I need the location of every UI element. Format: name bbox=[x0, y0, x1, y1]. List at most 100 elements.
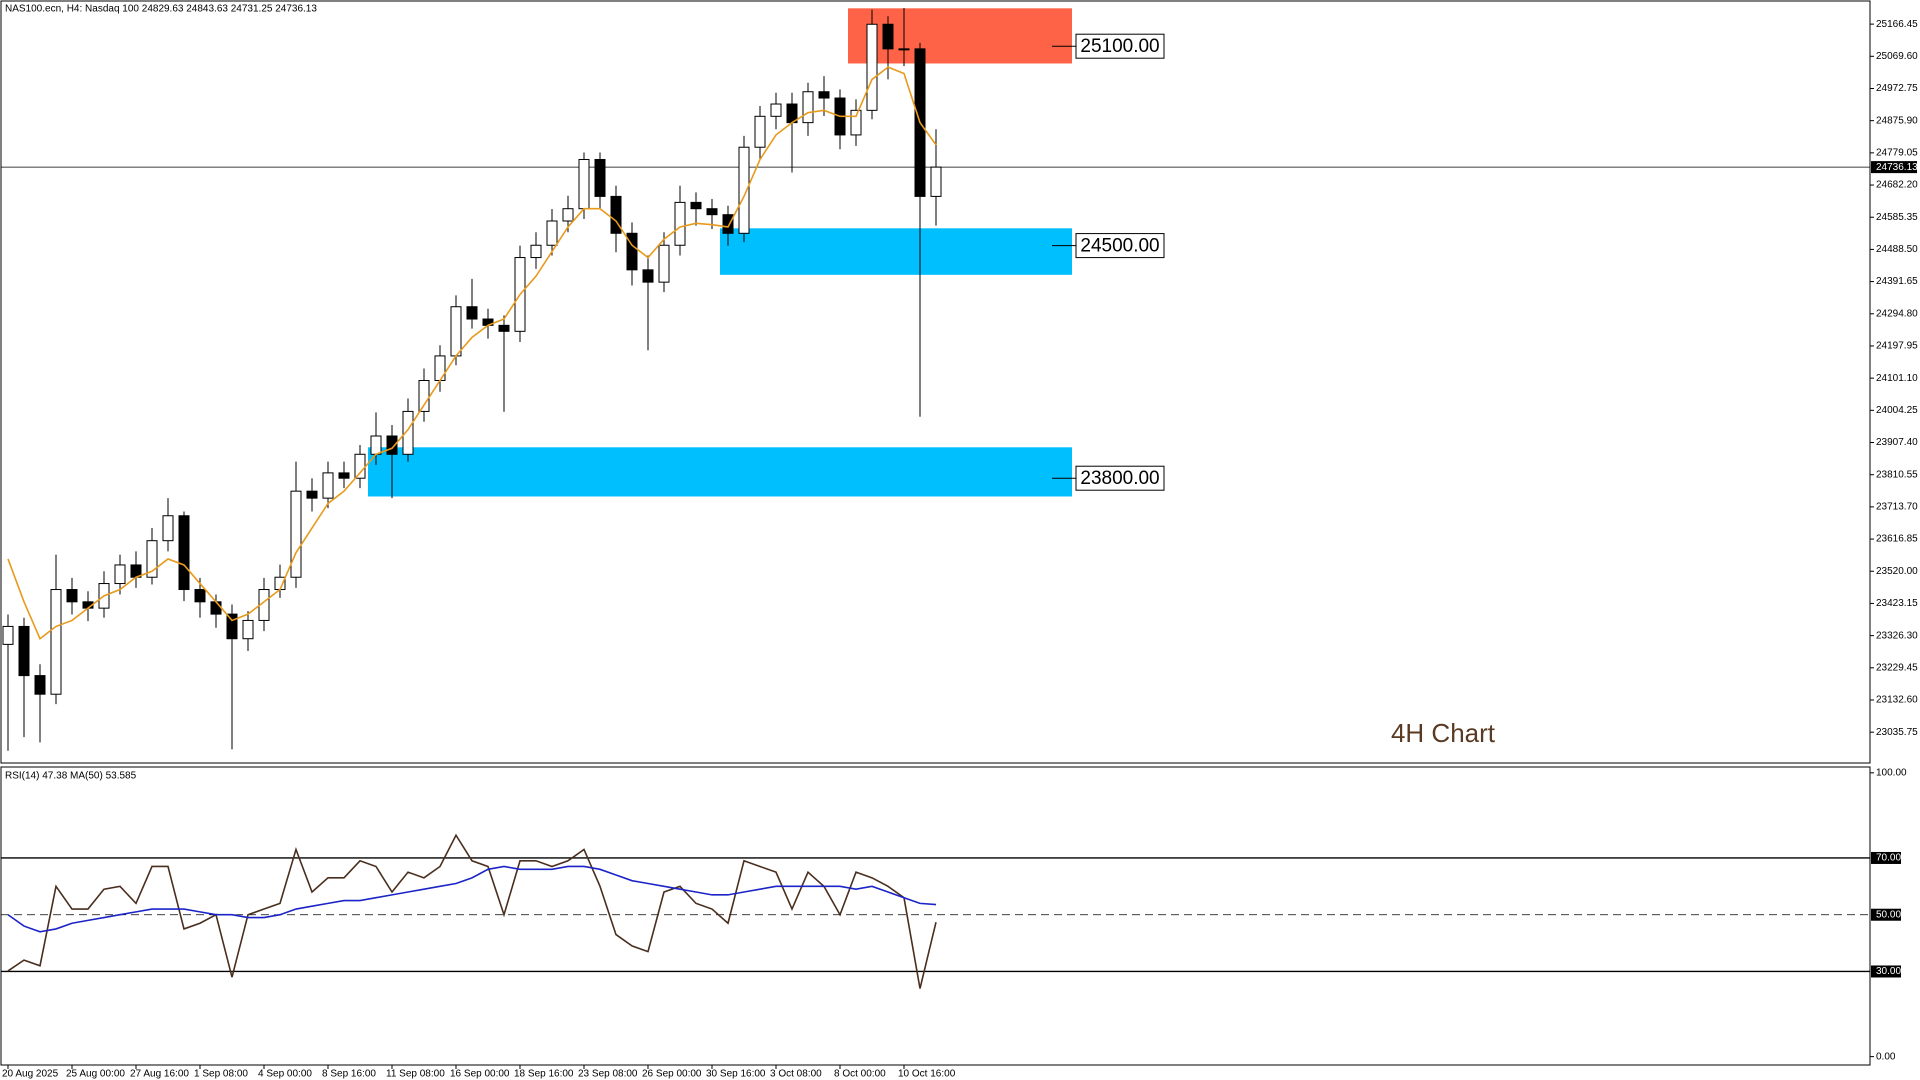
candle-body bbox=[162, 515, 174, 542]
candle-body bbox=[226, 613, 238, 640]
level-label-box bbox=[1871, 851, 1901, 864]
annotation: 4H Chart bbox=[1391, 718, 1496, 748]
candle-body bbox=[498, 324, 510, 332]
x-tick-label: 30 Sep 16:00 bbox=[706, 1069, 766, 1080]
y-tick-label: 0.00 bbox=[1876, 1051, 1896, 1062]
candle-body bbox=[658, 244, 670, 283]
y-tick-label: 50.00 bbox=[1876, 909, 1901, 920]
candle-body bbox=[738, 146, 750, 234]
x-tick-label: 16 Sep 00:00 bbox=[450, 1069, 510, 1080]
zone bbox=[720, 228, 1072, 275]
candle-body bbox=[178, 515, 190, 591]
zone-label: 23800.00 bbox=[1080, 468, 1159, 489]
candle-body bbox=[354, 453, 366, 479]
candle-body bbox=[18, 625, 30, 677]
candle-body bbox=[210, 601, 222, 615]
candle-body bbox=[802, 91, 814, 124]
candle-body bbox=[930, 166, 942, 197]
y-tick-label: 24682.20 bbox=[1876, 180, 1918, 191]
candle-body bbox=[754, 115, 766, 148]
x-tick-label: 18 Sep 16:00 bbox=[514, 1069, 574, 1080]
level-label-box bbox=[1871, 908, 1901, 921]
candle-body bbox=[674, 201, 686, 246]
candle-body bbox=[290, 490, 302, 578]
candle-body bbox=[434, 355, 446, 382]
last-price-box bbox=[1871, 161, 1917, 174]
y-tick-label: 24779.05 bbox=[1876, 147, 1918, 158]
rsi-title: RSI(14) 47.38 MA(50) 53.585 bbox=[5, 771, 137, 782]
candle-body bbox=[722, 214, 734, 234]
y-tick-label: 24972.75 bbox=[1876, 83, 1918, 94]
zone-label: 24500.00 bbox=[1080, 236, 1159, 257]
zone bbox=[848, 8, 1072, 64]
y-tick-label: 24488.50 bbox=[1876, 244, 1918, 255]
zone-label: 25100.00 bbox=[1080, 36, 1159, 57]
zone bbox=[368, 447, 1072, 497]
candle-body bbox=[322, 472, 334, 499]
zone-label-box bbox=[1075, 465, 1165, 491]
candle-body bbox=[402, 410, 414, 455]
x-tick-label: 26 Sep 00:00 bbox=[642, 1069, 702, 1080]
y-tick-label: 24391.65 bbox=[1876, 276, 1918, 287]
y-tick-label: 24585.35 bbox=[1876, 212, 1918, 223]
x-tick-label: 20 Aug 2025 bbox=[2, 1069, 59, 1080]
candle-body bbox=[642, 269, 654, 283]
y-tick-label: 100.00 bbox=[1876, 767, 1907, 778]
x-tick-label: 10 Oct 16:00 bbox=[898, 1069, 956, 1080]
candle-body bbox=[562, 208, 574, 222]
x-tick-label: 27 Aug 16:00 bbox=[130, 1069, 189, 1080]
y-tick-label: 23326.30 bbox=[1876, 630, 1918, 641]
candle-body bbox=[146, 540, 158, 578]
candle-body bbox=[594, 159, 606, 197]
y-tick-label: 23810.55 bbox=[1876, 469, 1918, 480]
x-tick-label: 8 Sep 16:00 bbox=[322, 1069, 376, 1080]
x-tick-label: 8 Oct 00:00 bbox=[834, 1069, 886, 1080]
candle-body bbox=[242, 619, 254, 640]
y-tick-label: 23520.00 bbox=[1876, 566, 1918, 577]
rsi-panel bbox=[0, 766, 1871, 1066]
candle-body bbox=[466, 306, 478, 320]
x-tick-label: 1 Sep 08:00 bbox=[194, 1069, 248, 1080]
candle-body bbox=[770, 103, 782, 117]
last-price-label: 24736.13 bbox=[1876, 162, 1918, 173]
candle-body bbox=[418, 380, 430, 412]
y-tick-label: 24875.90 bbox=[1876, 115, 1918, 126]
x-tick-label: 3 Oct 08:00 bbox=[770, 1069, 822, 1080]
candle-body bbox=[450, 306, 462, 357]
y-tick-label: 25166.45 bbox=[1876, 19, 1918, 30]
candle-body bbox=[690, 201, 702, 210]
moving-average bbox=[7, 66, 937, 640]
candle-body bbox=[610, 195, 622, 234]
candle-body bbox=[66, 589, 78, 603]
candle-body bbox=[530, 244, 542, 259]
zone-label-box bbox=[1075, 233, 1165, 259]
candle-body bbox=[2, 625, 14, 645]
x-tick-label: 11 Sep 08:00 bbox=[386, 1069, 445, 1080]
y-tick-label: 24101.10 bbox=[1876, 373, 1918, 384]
x-tick-label: 4 Sep 00:00 bbox=[258, 1069, 312, 1080]
y-tick-label: 24294.80 bbox=[1876, 308, 1918, 319]
candle-body bbox=[306, 490, 318, 499]
candle-body bbox=[50, 589, 62, 695]
rsi-line bbox=[7, 833, 937, 989]
y-tick-label: 24004.25 bbox=[1876, 405, 1918, 416]
candle-body bbox=[866, 23, 878, 111]
candle-body bbox=[850, 109, 862, 136]
zone-label-box bbox=[1075, 33, 1165, 59]
candle-body bbox=[34, 675, 46, 695]
price-panel bbox=[0, 0, 1871, 764]
candle-body bbox=[818, 91, 830, 99]
y-tick-label: 23229.45 bbox=[1876, 662, 1918, 673]
chart-title: NAS100.ecn, H4: Nasdaq 100 24829.63 2484… bbox=[5, 4, 317, 15]
y-tick-label: 23907.40 bbox=[1876, 437, 1918, 448]
y-tick-label: 70.00 bbox=[1876, 853, 1901, 864]
candle-body bbox=[386, 435, 398, 455]
y-tick-label: 24197.95 bbox=[1876, 341, 1918, 352]
candle-body bbox=[546, 220, 558, 246]
y-tick-label: 30.00 bbox=[1876, 966, 1901, 977]
candle-body bbox=[706, 208, 718, 216]
y-tick-label: 23713.70 bbox=[1876, 502, 1918, 513]
